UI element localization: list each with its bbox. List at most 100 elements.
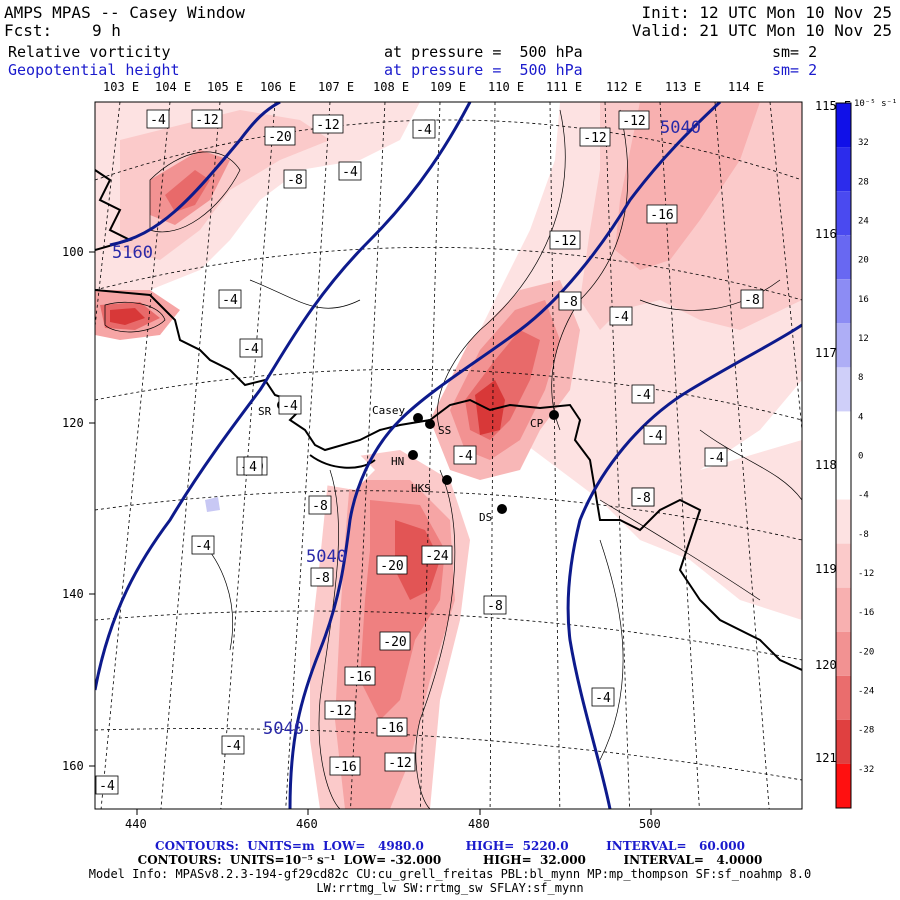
plot-area: SR Casey SS HN HKS DS CP -4 -12 -20 -12 -4 -8… [95, 102, 802, 809]
station-label: SR [258, 405, 272, 418]
colorbar-tick-label: 32 [858, 138, 869, 148]
vorticity-label: -4 [416, 123, 432, 138]
y-tick-label: 100 [62, 245, 84, 259]
vorticity-label-box [312, 114, 344, 134]
vorticity-label: -8 [287, 173, 303, 188]
vorticity-label-box [324, 700, 356, 720]
vorticity-label: -8 [314, 571, 330, 586]
colorbar-tick-label: -4 [858, 491, 869, 501]
colorbar-tick-label: -20 [858, 647, 874, 657]
vorticity-label: 4 [249, 460, 257, 475]
station-ds-marker [497, 504, 507, 514]
height-contours [95, 102, 802, 809]
lon-label: 105 E [207, 80, 243, 94]
vorticity-label-box [579, 127, 611, 147]
valid-time: Valid: 21 UTC Mon 10 Nov 25 [631, 21, 892, 40]
init-time: Init: 12 UTC Mon 10 Nov 25 [641, 3, 892, 22]
colorbar-bin [836, 147, 851, 192]
vorticity-label-box [221, 735, 245, 755]
vorticity-label: -4 [99, 779, 115, 794]
vorticity-label-box [483, 595, 507, 615]
lon-label: 104 E [155, 80, 191, 94]
colorbar-bin [836, 587, 851, 632]
colorbar-bin [836, 675, 851, 720]
colorbar-frame [835, 102, 852, 809]
vorticity-label-box [95, 775, 119, 795]
field2-name: Geopotential height [8, 61, 180, 79]
station-hn-marker [408, 450, 418, 460]
colorbar-labels: 32 28 24 20 16 12 8 4 0 -4 -8 -12 -16 -20 -24 -28 -32 [858, 138, 874, 775]
colorbar-bin [836, 411, 851, 456]
station-casey-marker [413, 413, 423, 423]
vorticity-label-box [218, 289, 242, 309]
station-cp-marker [549, 410, 559, 420]
vorticity-label-box [338, 161, 362, 181]
colorbar-bin [836, 279, 851, 324]
colorbar-tick-label: -12 [858, 569, 874, 579]
vorticity-contour-info: CONTOURS: UNITS=10⁻⁵ s⁻¹ LOW= -32.000 HI… [137, 853, 763, 867]
colorbar-tick-label: 4 [858, 412, 863, 422]
vorticity-label: -16 [380, 721, 403, 736]
lon-label: 109 E [430, 80, 466, 94]
vorticity-label-box [283, 169, 307, 189]
forecast-hour: 9 h [92, 21, 121, 40]
vorticity-label: -4 [195, 539, 211, 554]
vorticity-contours [104, 109, 802, 809]
vorticity-label-box [643, 425, 667, 445]
vorticity-label-box [278, 395, 302, 415]
colorbar [835, 102, 852, 809]
vorticity-label: -20 [383, 635, 406, 650]
vorticity-label: -12 [316, 118, 339, 133]
vorticity-label-box [376, 555, 408, 575]
vorticity-label-box [558, 291, 582, 311]
x-tick-label: 480 [468, 817, 490, 831]
vorticity-label: -4 [647, 429, 663, 444]
vorticity-label: -8 [635, 491, 651, 506]
vorticity-label: -12 [328, 704, 351, 719]
vorticity-label-box [591, 687, 615, 707]
vorticity-label: -12 [388, 756, 411, 771]
vorticity-label: -12 [583, 131, 606, 146]
vorticity-label-box [412, 119, 436, 139]
vorticity-labels: -4 -12 -20 -12 -4 -8 -4 -12 -12 -16 -12 -8 -4 -8 -4 -4 -… [95, 109, 764, 795]
colorbar-tick-label: 28 [858, 177, 869, 187]
vorticity-label-box [704, 447, 728, 467]
vorticity-label-box [191, 109, 223, 129]
vorticity-label: -4 [150, 113, 166, 128]
colorbar-bin [836, 367, 851, 412]
vorticity-label: -4 [613, 310, 629, 325]
colorbar-tick-label: -8 [858, 530, 869, 540]
colorbar-bin [836, 543, 851, 588]
lon-label: 106 E [260, 80, 296, 94]
model-info-2: LW:rrtmg_lw SW:rrtmg_sw SFLAY:sf_mynn [316, 881, 584, 895]
vorticity-label: -12 [195, 113, 218, 128]
colorbar-bin [836, 323, 851, 368]
colorbar-tick-label: 24 [858, 217, 869, 227]
lon-label: 113 E [665, 80, 701, 94]
vorticity-label-box [243, 456, 263, 476]
vorticity-label: -4 [243, 342, 259, 357]
colorbar-tick-label: -28 [858, 726, 874, 736]
vorticity-label: -24 [425, 549, 449, 564]
station-label: HKS [411, 482, 431, 495]
field1-smoothing: sm= 2 [772, 43, 818, 61]
vorticity-label: -16 [650, 208, 673, 223]
colorbar-bin [836, 455, 851, 500]
axis-ticks [89, 251, 652, 815]
vorticity-label-box [264, 126, 296, 146]
colorbar-tick-label: 12 [858, 334, 869, 344]
x-tick-label: 440 [125, 817, 147, 831]
vorticity-label: -4 [708, 451, 724, 466]
height-labels: 5040 5160 5040 5040 [112, 118, 701, 739]
colorbar-tick-label: -24 [858, 687, 874, 697]
vorticity-label: -20 [268, 130, 291, 145]
vorticity-label-box [344, 666, 376, 686]
station-hks-marker [442, 475, 452, 485]
station-label: Casey [372, 404, 405, 417]
x-tick-label: 460 [296, 817, 318, 831]
station-label: DS [479, 511, 492, 524]
model-info: Model Info: MPASv8.2.3-194-gf29cd82c CU:… [88, 867, 812, 881]
field1-level: at pressure = 500 hPa [384, 43, 583, 61]
lon-label: 111 E [546, 80, 582, 94]
